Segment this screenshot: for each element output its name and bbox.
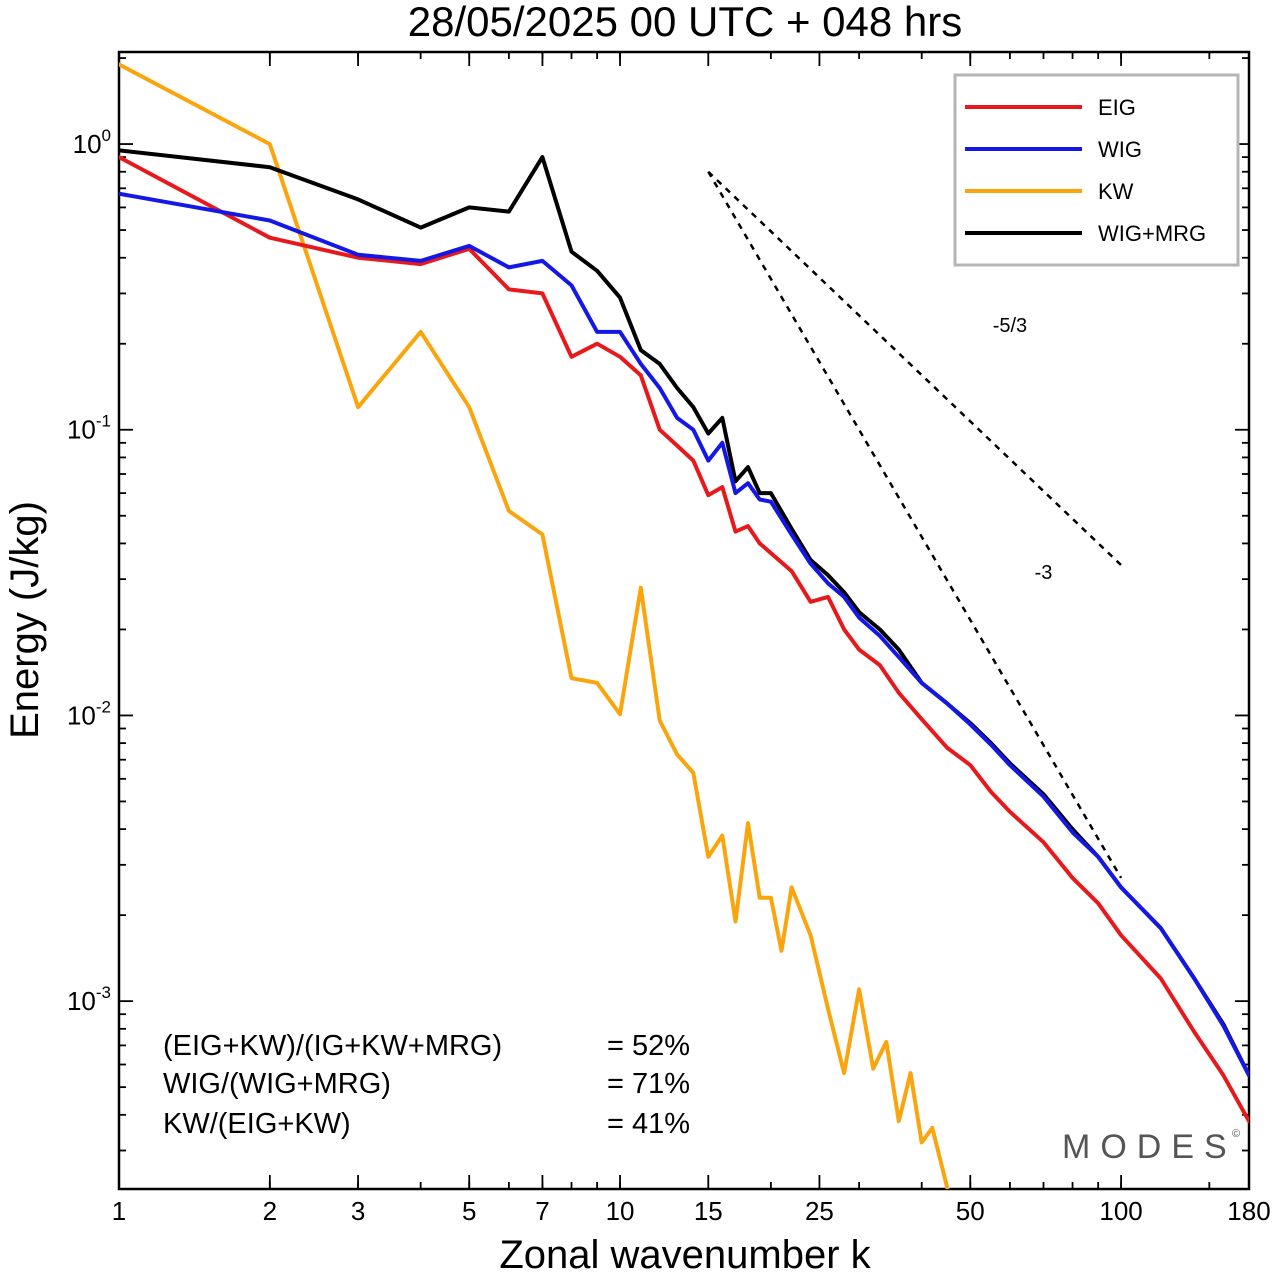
x-tick-label: 50 (956, 1196, 985, 1226)
ratio-label-3: KW/(EIG+KW) (163, 1108, 351, 1140)
x-tick-label: 25 (805, 1196, 834, 1226)
legend-label: WIG+MRG (1098, 221, 1206, 246)
axis-ticks (118, 52, 1250, 1189)
y-tick-label: 100 (73, 126, 111, 159)
reference-slopes: -5/3 -3 (707, 170, 1123, 879)
x-tick-label: 100 (1099, 1196, 1142, 1226)
ratio-value-2: = 71% (607, 1068, 690, 1100)
series-line-eig (119, 155, 1249, 1124)
ratio-value-1: = 52% (607, 1030, 690, 1062)
series-line-kw (119, 62, 950, 1189)
y-axis-label: Energy (J/kg) (3, 501, 47, 739)
y-tick-label: 10-1 (67, 412, 111, 445)
x-tick-label: 1 (112, 1196, 126, 1226)
reference-slope-line (707, 171, 1123, 879)
modes-watermark: MODES © (1062, 1128, 1240, 1166)
legend-label: KW (1098, 179, 1134, 204)
reference-slope-label: -5/3 (993, 315, 1027, 337)
y-tick-label: 10-3 (67, 983, 111, 1016)
ratio-annotations: (EIG+KW)/(IG+KW+MRG) = 52% WIG/(WIG+MRG)… (163, 1030, 690, 1140)
series-line-wig-plus-mrg (119, 148, 1249, 1078)
legend-label: EIG (1098, 95, 1136, 120)
series-line-wig (119, 191, 1249, 1078)
reference-slope-label: -3 (1035, 562, 1053, 584)
watermark-text: MODES (1062, 1128, 1237, 1166)
x-tick-label: 180 (1227, 1196, 1270, 1226)
ratio-value-3: = 41% (607, 1108, 690, 1140)
plot-frame (117, 50, 1251, 1191)
ratio-label-2: WIG/(WIG+MRG) (163, 1068, 391, 1100)
x-tick-label: 10 (606, 1196, 635, 1226)
x-tick-label: 3 (351, 1196, 365, 1226)
legend: EIG WIG KW WIG+MRG (953, 73, 1240, 267)
x-tick-label: 15 (694, 1196, 723, 1226)
x-tick-label: 5 (462, 1196, 476, 1226)
y-tick-labels: 100 10-1 10-2 10-3 (67, 126, 111, 1016)
y-tick-label: 10-2 (67, 697, 111, 730)
x-tick-label: 2 (263, 1196, 277, 1226)
series-layer (119, 62, 1249, 1189)
ratio-label-1: (EIG+KW)/(IG+KW+MRG) (163, 1030, 502, 1062)
legend-label: WIG (1098, 137, 1142, 162)
x-axis-label: Zonal wavenumber k (499, 1233, 871, 1277)
axes-frame (117, 50, 1251, 1191)
x-tick-label: 7 (535, 1196, 549, 1226)
copyright-symbol: © (1232, 1128, 1240, 1140)
chart-title: 28/05/2025 00 UTC + 048 hrs (408, 0, 963, 45)
x-tick-labels: 1 2 3 5 7 10 15 25 50 100 180 (112, 1196, 1271, 1226)
